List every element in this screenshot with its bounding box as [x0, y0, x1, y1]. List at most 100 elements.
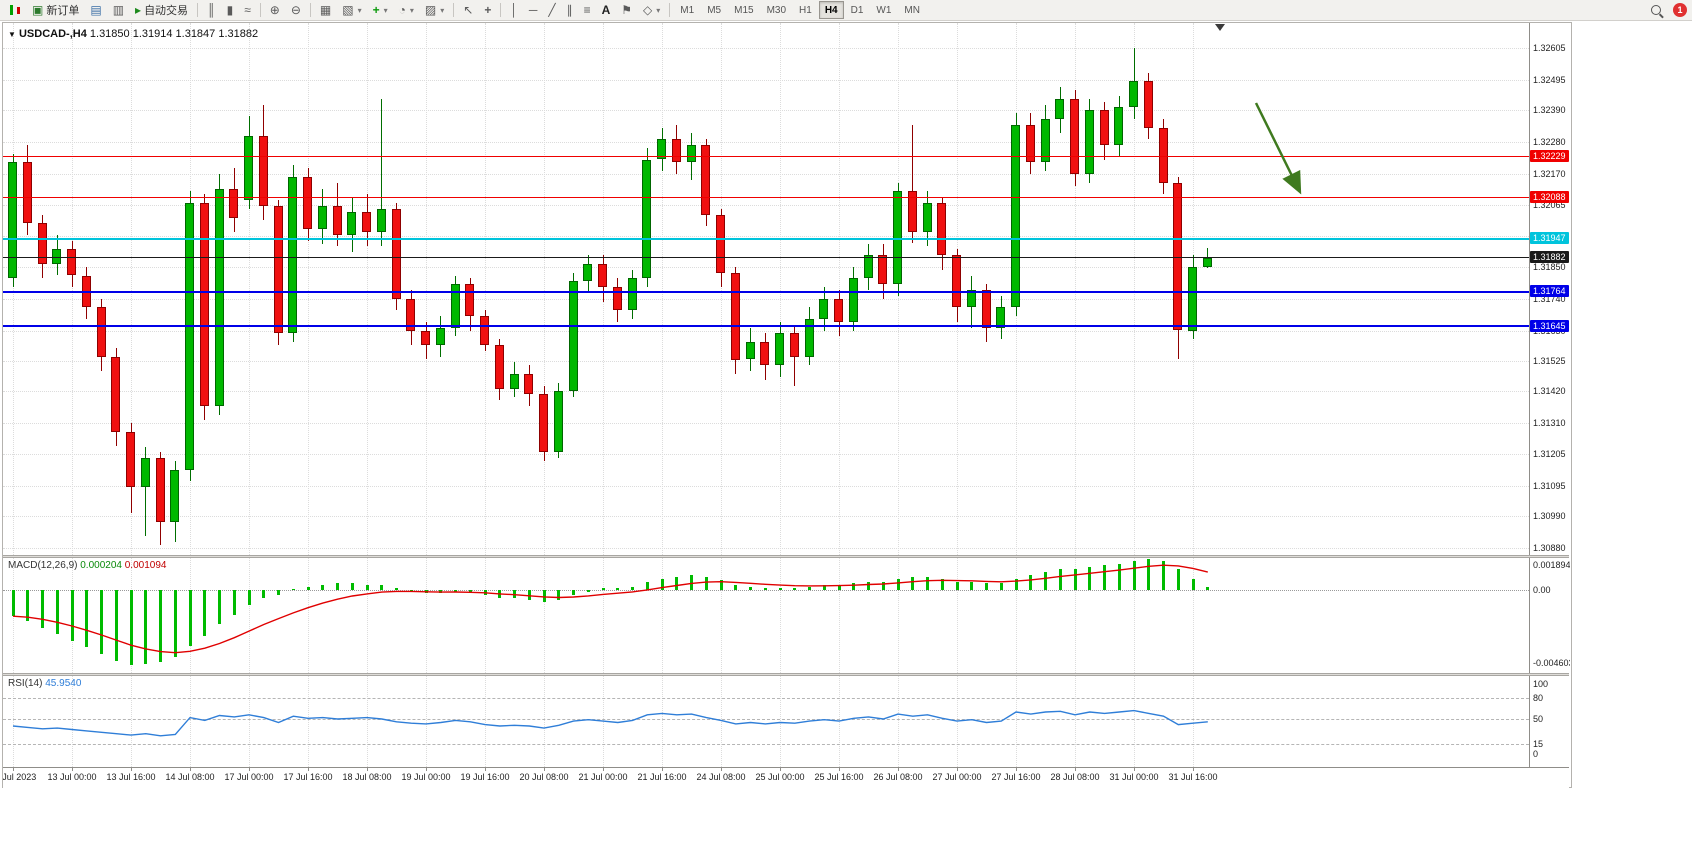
macd-panel[interactable]: MACD(12,26,9) 0.000204 0.001094 — [3, 558, 1529, 673]
price-scale-label: 1.31740 — [1533, 293, 1566, 304]
timeframe-mn[interactable]: MN — [904, 4, 920, 16]
fibonacci-button[interactable]: ≡ — [579, 0, 596, 20]
rsi-scale-label: 0 — [1533, 749, 1539, 759]
macd-histogram-bar — [1088, 567, 1092, 590]
horizontal-line-object[interactable] — [3, 237, 1529, 240]
price-badge: 1.31764 — [1530, 285, 1569, 298]
grid-line-vertical — [662, 558, 663, 673]
timeframe-h4[interactable]: H4 — [818, 1, 844, 19]
time-axis[interactable]: 12 Jul 2023 13 Jul 00:00 13 Jul 16:00 14 Ju… — [3, 767, 1569, 788]
new-chart-button[interactable]: ▧ ▾ — [337, 0, 366, 20]
chart-windows-icon[interactable] — [5, 0, 26, 20]
macd-label: MACD(12,26,9) 0.000204 0.001094 — [8, 560, 167, 571]
channel-button[interactable]: ∥ — [562, 0, 578, 20]
horizontal-line-object[interactable] — [3, 257, 1529, 258]
timeframe-d1[interactable]: D1 — [850, 4, 864, 16]
horizontal-line-object[interactable] — [3, 156, 1529, 158]
timeframe-m15[interactable]: M15 — [734, 4, 754, 16]
cursor-button[interactable]: ↖ — [458, 0, 478, 20]
rsi-scale-label: 50 — [1533, 714, 1544, 724]
grid-line-vertical — [957, 558, 958, 673]
time-axis-tick — [721, 768, 722, 771]
panel-splitter[interactable] — [3, 673, 1569, 676]
grid-line-horizontal — [3, 485, 1529, 487]
zoom-out-button[interactable]: ⊖ — [286, 0, 306, 20]
timeframe-h1[interactable]: H1 — [799, 4, 812, 16]
panel-splitter[interactable] — [3, 555, 1569, 558]
zoom-in-button[interactable]: ⊕ — [265, 0, 285, 20]
horizontal-line-object[interactable] — [3, 325, 1529, 328]
text-tool-button[interactable]: A — [597, 0, 616, 20]
time-axis-label: 28 Jul 08:00 — [1050, 772, 1100, 782]
templates-button[interactable]: ▨ ▾ — [420, 0, 449, 20]
macd-histogram-bar — [277, 590, 280, 595]
grid-line-vertical — [426, 558, 427, 673]
candle — [229, 188, 239, 218]
horizontal-line-object[interactable] — [3, 197, 1529, 199]
trendline-button[interactable]: ╱ — [543, 0, 560, 20]
macd-histogram-bar — [1191, 578, 1195, 590]
horizontal-line-object[interactable] — [3, 290, 1529, 293]
timeframe-m1[interactable]: M1 — [680, 4, 695, 16]
new-order-button[interactable]: ▣ 新订单 — [27, 0, 84, 20]
macd-histogram-bar — [970, 581, 974, 590]
timeframe-w1[interactable]: W1 — [876, 4, 892, 16]
macd-histogram-bar — [483, 590, 487, 595]
macd-histogram-bar — [409, 590, 413, 592]
price-scale[interactable]: 1.32605 1.32495 1.32390 1.32280 1.32170 1.320… — [1529, 23, 1570, 555]
notification-badge[interactable]: 1 — [1673, 3, 1687, 17]
macd-histogram-bar — [1014, 578, 1018, 590]
macd-histogram-bar — [144, 590, 148, 664]
candlestick-chart-button[interactable]: ▮ — [222, 0, 239, 20]
time-axis-label: 12 Jul 2023 — [3, 772, 37, 782]
macd-scale[interactable]: 0.001894 0.00 -0.004603 — [1529, 558, 1570, 673]
candle — [317, 205, 327, 230]
candle — [185, 203, 194, 470]
chart-shift-marker[interactable] — [1215, 24, 1225, 31]
candle — [612, 287, 622, 311]
timeframe-m5[interactable]: M5 — [707, 4, 722, 16]
candle — [1202, 257, 1212, 267]
grid-line-vertical — [662, 23, 663, 555]
grid-line-vertical — [1134, 676, 1135, 767]
crosshair-icon: + — [484, 3, 492, 17]
crosshair-button[interactable]: + — [479, 0, 496, 20]
line-chart-button[interactable]: ≈ — [239, 0, 256, 20]
tile-windows-button[interactable]: ▦ — [315, 0, 336, 20]
candle — [67, 249, 76, 276]
candle — [347, 211, 357, 235]
bar-chart-button[interactable]: ║ — [202, 0, 221, 20]
price-chart-panel[interactable]: ▼ USDCAD-,H4 1.31850 1.31914 1.31847 1.3… — [3, 23, 1529, 555]
macd-histogram-bar — [439, 590, 443, 594]
macd-histogram-bar — [926, 576, 929, 590]
search-icon — [1651, 5, 1661, 15]
macd-histogram-bar — [557, 590, 561, 600]
macd-histogram-bar — [690, 575, 693, 590]
time-axis-tick — [603, 768, 604, 771]
rsi-scale[interactable]: 100 80 50 15 0 — [1529, 676, 1570, 767]
rsi-level-line — [3, 743, 1529, 745]
one-click-trading-toggle[interactable]: ▼ — [8, 30, 16, 39]
auto-trading-button[interactable]: ▸ 自动交易 — [130, 0, 193, 20]
terminal-button[interactable]: ▥ — [108, 0, 129, 20]
indicators-button[interactable]: + ▾ — [368, 0, 393, 20]
shapes-button[interactable]: ◇ ▾ — [638, 0, 665, 20]
candle — [1158, 127, 1168, 183]
vertical-line-button[interactable]: │ — [505, 0, 523, 20]
time-axis-tick — [898, 768, 899, 771]
price-scale-label: 1.32170 — [1533, 169, 1566, 179]
horizontal-line-button[interactable]: ─ — [524, 0, 543, 20]
search-button[interactable] — [1646, 0, 1666, 20]
candle — [480, 316, 489, 345]
timeframe-m30[interactable]: M30 — [766, 4, 787, 16]
candle — [1011, 124, 1020, 308]
macd-histogram-bar — [1029, 575, 1033, 590]
label-tool-button[interactable]: ⚑ — [616, 0, 637, 20]
market-depth-button[interactable]: ▤ — [85, 0, 106, 20]
grid-line-horizontal — [3, 204, 1529, 206]
grid-line-vertical — [1016, 558, 1017, 673]
periods-button[interactable]: ◔ ▾ — [394, 0, 419, 20]
grid-line-vertical — [308, 23, 309, 555]
rsi-panel[interactable]: RSI(14) 45.9540 — [3, 676, 1529, 767]
macd-histogram-bar — [11, 590, 15, 617]
